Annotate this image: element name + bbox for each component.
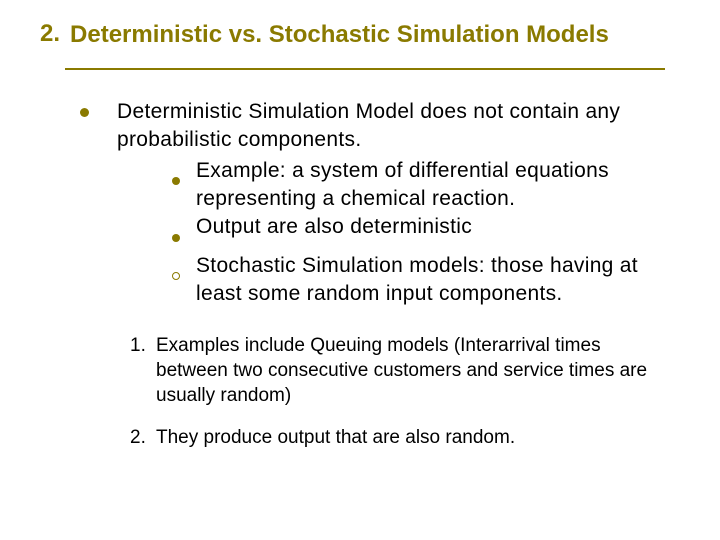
- list-item: 1. Examples include Queuing models (Inte…: [130, 334, 660, 408]
- list-item-text: Examples include Queuing models (Interar…: [156, 334, 660, 408]
- list-item-text: They produce output that are also random…: [156, 426, 515, 451]
- heading-underline: [65, 68, 665, 70]
- bullet-icon: [172, 234, 180, 242]
- lead-text: Deterministic Simulation Model does not …: [117, 98, 660, 155]
- sub-bullet-list: Example: a system of differential equati…: [172, 157, 660, 309]
- list-number: 1.: [130, 334, 156, 359]
- list-item: Output are also deterministic: [172, 213, 660, 251]
- slide-heading: 2. Deterministic vs. Stochastic Simulati…: [40, 20, 680, 50]
- list-item-text: Example: a system of differential equati…: [196, 157, 660, 214]
- slide: 2. Deterministic vs. Stochastic Simulati…: [0, 0, 720, 540]
- numbered-list: 1. Examples include Queuing models (Inte…: [130, 334, 660, 451]
- lead-bullet-row: Deterministic Simulation Model does not …: [80, 98, 660, 155]
- bullet-hollow-icon: [172, 272, 180, 280]
- list-item-text: Output are also deterministic: [196, 213, 472, 241]
- list-item: Example: a system of differential equati…: [172, 157, 660, 214]
- bullet-icon: [80, 108, 89, 117]
- list-number: 2.: [130, 426, 156, 451]
- list-item: Stochastic Simulation models: those havi…: [172, 252, 660, 309]
- bullet-icon: [172, 177, 180, 185]
- list-item-text: Stochastic Simulation models: those havi…: [196, 252, 660, 309]
- heading-number: 2.: [40, 20, 60, 48]
- heading-title: Deterministic vs. Stochastic Simulation …: [70, 20, 609, 50]
- slide-body: Deterministic Simulation Model does not …: [80, 98, 660, 451]
- list-item: 2. They produce output that are also ran…: [130, 426, 660, 451]
